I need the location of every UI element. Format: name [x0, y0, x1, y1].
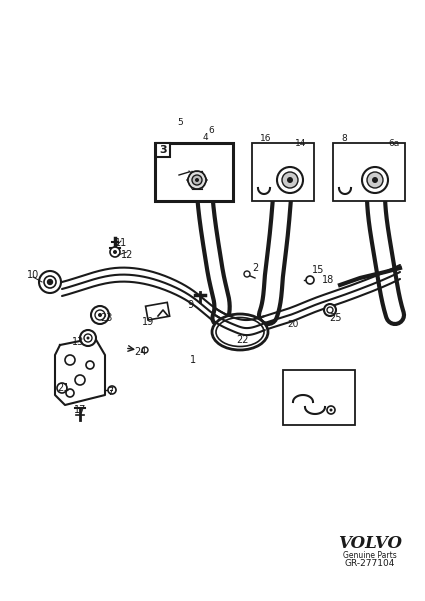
Circle shape — [95, 310, 105, 320]
Circle shape — [113, 250, 117, 254]
Text: 9: 9 — [187, 300, 193, 310]
Circle shape — [327, 406, 335, 414]
Text: 7: 7 — [107, 387, 113, 397]
Text: 18: 18 — [322, 275, 334, 285]
Text: GR-277104: GR-277104 — [345, 558, 395, 567]
Bar — [155, 143, 233, 201]
Text: 12: 12 — [121, 250, 133, 260]
Circle shape — [87, 337, 90, 340]
Circle shape — [39, 271, 61, 293]
Circle shape — [84, 334, 92, 342]
Text: 21: 21 — [57, 383, 69, 393]
Circle shape — [277, 167, 303, 193]
Ellipse shape — [212, 314, 268, 350]
Text: 24: 24 — [134, 347, 146, 357]
Circle shape — [327, 307, 333, 313]
Circle shape — [66, 389, 74, 397]
Text: 15: 15 — [312, 265, 324, 275]
Circle shape — [244, 271, 250, 277]
Circle shape — [287, 177, 293, 183]
Text: 6a: 6a — [388, 139, 399, 148]
Bar — [252, 143, 314, 201]
Circle shape — [108, 386, 116, 394]
Text: 25: 25 — [330, 313, 342, 323]
Circle shape — [57, 383, 67, 393]
Text: VOLVO: VOLVO — [338, 534, 402, 552]
Text: 8: 8 — [341, 134, 347, 143]
Text: 20: 20 — [287, 320, 298, 329]
Text: 6: 6 — [208, 126, 214, 135]
Text: 4: 4 — [203, 133, 209, 142]
Circle shape — [80, 330, 96, 346]
Circle shape — [195, 178, 199, 182]
Text: 3: 3 — [159, 145, 167, 155]
Text: 13: 13 — [72, 337, 84, 347]
Text: 19: 19 — [142, 317, 154, 327]
Circle shape — [329, 409, 332, 412]
Circle shape — [188, 171, 206, 189]
Text: 1: 1 — [190, 355, 196, 365]
Text: 16: 16 — [260, 134, 272, 143]
Text: 2: 2 — [252, 263, 258, 273]
Circle shape — [306, 276, 314, 284]
Circle shape — [65, 355, 75, 365]
Text: 5: 5 — [177, 118, 183, 127]
Bar — [283, 370, 355, 425]
Text: 22: 22 — [237, 335, 249, 345]
Bar — [146, 302, 170, 320]
Circle shape — [372, 177, 378, 183]
Circle shape — [142, 347, 148, 353]
Bar — [333, 143, 405, 201]
Circle shape — [362, 167, 388, 193]
Bar — [156, 143, 170, 157]
Circle shape — [110, 247, 120, 257]
Text: Genuine Parts: Genuine Parts — [343, 551, 397, 560]
Text: 17: 17 — [74, 405, 86, 415]
Circle shape — [192, 175, 202, 185]
Text: 11: 11 — [115, 238, 127, 248]
Circle shape — [367, 172, 383, 188]
Text: 10: 10 — [27, 270, 39, 280]
Text: 23: 23 — [100, 313, 112, 323]
Circle shape — [98, 313, 102, 317]
Circle shape — [48, 279, 53, 284]
Circle shape — [75, 375, 85, 385]
Circle shape — [86, 361, 94, 369]
Circle shape — [282, 172, 298, 188]
Circle shape — [44, 276, 56, 288]
Circle shape — [324, 304, 336, 316]
Circle shape — [91, 306, 109, 324]
Text: 14: 14 — [295, 139, 306, 148]
